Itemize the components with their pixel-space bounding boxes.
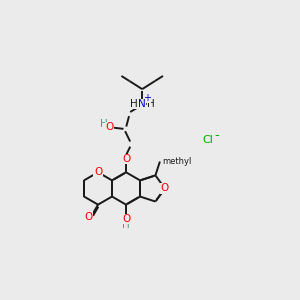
Text: O: O — [94, 167, 102, 177]
Text: -: - — [214, 129, 219, 142]
Text: H: H — [122, 220, 129, 230]
Text: O: O — [122, 214, 130, 224]
Text: methyl: methyl — [163, 157, 192, 166]
Text: H: H — [100, 118, 108, 128]
Text: O: O — [84, 212, 92, 221]
Text: H: H — [147, 99, 155, 109]
Text: O: O — [161, 184, 169, 194]
Text: Cl: Cl — [202, 135, 214, 145]
Text: H: H — [130, 99, 137, 109]
Text: N: N — [138, 99, 146, 109]
Text: +: + — [143, 93, 151, 103]
Text: O: O — [122, 154, 130, 164]
Text: O: O — [106, 122, 114, 132]
